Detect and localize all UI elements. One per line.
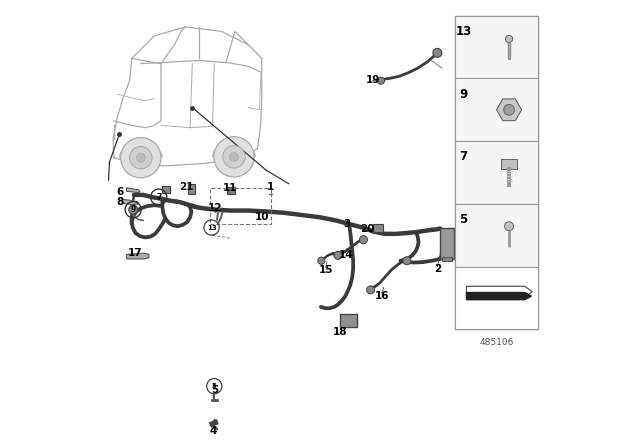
Circle shape [367, 286, 374, 294]
Text: 485106: 485106 [479, 338, 514, 347]
Bar [210, 188, 271, 224]
Circle shape [223, 146, 245, 168]
Bar [163, 186, 170, 193]
Text: 12: 12 [207, 203, 222, 213]
Polygon shape [127, 253, 149, 259]
Text: 19: 19 [365, 75, 380, 85]
Bar [188, 184, 195, 194]
Text: 4: 4 [210, 426, 217, 436]
Polygon shape [127, 188, 140, 193]
Bar [455, 267, 538, 329]
Circle shape [378, 77, 385, 84]
Bar [442, 257, 452, 261]
Text: 9: 9 [460, 87, 467, 101]
Text: 7: 7 [156, 193, 161, 202]
Text: 13: 13 [455, 25, 472, 38]
Circle shape [360, 236, 367, 244]
Text: 17: 17 [127, 248, 142, 258]
Circle shape [129, 205, 138, 214]
Text: 3: 3 [343, 219, 351, 229]
Text: 9: 9 [131, 205, 136, 214]
Circle shape [230, 152, 239, 161]
Text: 14: 14 [339, 250, 353, 260]
Text: 6: 6 [116, 187, 124, 197]
Circle shape [504, 104, 515, 115]
Text: 20: 20 [360, 224, 374, 234]
Bar [440, 228, 454, 259]
Text: 5: 5 [211, 385, 218, 395]
Circle shape [336, 252, 342, 257]
Circle shape [506, 35, 513, 43]
Bar [501, 159, 517, 169]
Bar [455, 141, 538, 204]
Circle shape [130, 146, 152, 169]
Circle shape [504, 222, 513, 231]
Text: 11: 11 [223, 183, 237, 193]
Circle shape [403, 257, 411, 265]
Text: 13: 13 [207, 224, 216, 231]
Text: 8: 8 [116, 198, 124, 207]
Bar [340, 314, 357, 327]
Text: 2: 2 [434, 264, 441, 274]
Circle shape [214, 137, 254, 177]
Circle shape [433, 48, 442, 57]
Bar [455, 204, 538, 267]
Bar [373, 224, 383, 232]
Polygon shape [497, 99, 522, 121]
Text: 16: 16 [374, 291, 389, 301]
Circle shape [121, 138, 161, 178]
Text: 7: 7 [460, 150, 467, 164]
Text: 18: 18 [333, 327, 348, 336]
Text: 5: 5 [212, 383, 217, 389]
Circle shape [317, 257, 325, 264]
Polygon shape [123, 199, 139, 205]
Circle shape [136, 153, 145, 162]
Circle shape [334, 251, 342, 259]
Bar [455, 16, 538, 329]
Text: 1: 1 [267, 182, 275, 192]
Bar [455, 16, 538, 78]
Text: 21: 21 [179, 182, 194, 192]
Bar [227, 187, 235, 194]
Polygon shape [467, 293, 531, 300]
Text: 5: 5 [460, 213, 467, 226]
Text: 10: 10 [255, 212, 269, 222]
Bar [455, 78, 538, 141]
Text: 15: 15 [319, 265, 333, 275]
